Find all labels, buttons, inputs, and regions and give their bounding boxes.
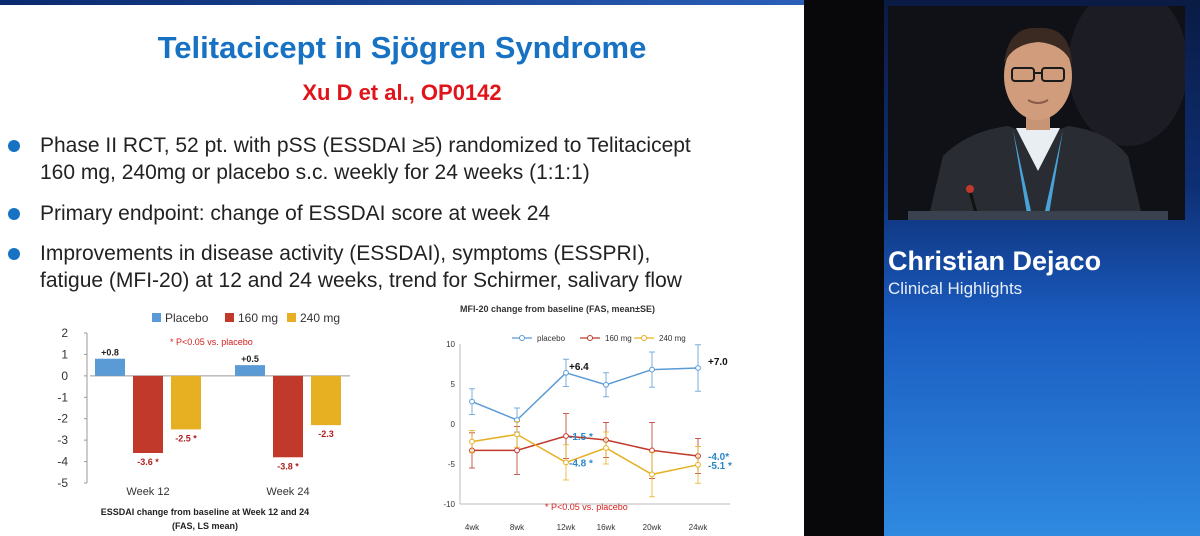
y-tick-label: 2	[61, 326, 68, 340]
bar	[273, 375, 303, 458]
legend-label: 240 mg	[300, 311, 340, 325]
data-point	[514, 447, 520, 454]
bar	[133, 375, 163, 453]
data-label: -3.6 *	[137, 457, 159, 467]
presenter-role: Clinical Highlights	[888, 279, 1023, 298]
x-tick-label: Week 24	[266, 486, 309, 498]
x-tick-label: 24wk	[689, 523, 709, 532]
legend-label: placebo	[537, 334, 566, 343]
slide: Telitacicept in Sjögren Syndrome Xu D et…	[0, 0, 804, 536]
data-point	[603, 381, 609, 388]
data-label: +0.5	[241, 354, 259, 364]
y-tick-label: 0	[61, 369, 68, 383]
data-label: -4.0*	[708, 452, 729, 463]
data-label: +7.0	[708, 357, 728, 368]
data-label: -5.1 *	[708, 461, 732, 472]
chart-title: ESSDAI change from baseline at Week 12 a…	[101, 507, 309, 517]
bullet-text: Phase II RCT, 52 pt. with pSS (ESSDAI ≥5…	[40, 134, 691, 184]
bullet-dot-icon	[8, 208, 20, 220]
speaker-video-panel	[804, 0, 1200, 536]
y-tick-label: 10	[446, 340, 455, 349]
data-point	[603, 445, 609, 451]
data-point	[695, 461, 701, 468]
presenter-image	[888, 6, 1185, 220]
x-tick-label: 4wk	[465, 523, 480, 532]
presenter-name: Christian Dejaco	[888, 246, 1102, 276]
data-point	[563, 459, 569, 466]
chart-annotation: * P<0.05 vs. placebo	[170, 337, 253, 347]
data-point	[469, 398, 475, 405]
bullet-dot-icon	[8, 248, 20, 260]
legend-swatch	[287, 313, 296, 322]
slide-top-bar	[0, 0, 804, 5]
bar	[235, 365, 265, 376]
bullet-text: Primary endpoint: change of ESSDAI score…	[40, 202, 551, 225]
data-label: -2.3	[318, 429, 334, 439]
data-label: -4.8 *	[569, 458, 593, 469]
data-point	[563, 369, 569, 376]
legend-label: 160 mg	[238, 311, 278, 325]
legend-marker	[519, 335, 525, 341]
legend-label: 240 mg	[659, 334, 686, 343]
bar	[95, 358, 125, 376]
chart-title: (FAS, LS mean)	[172, 521, 238, 531]
presenter-camera	[888, 6, 1185, 220]
y-tick-label: -5	[57, 476, 68, 490]
y-tick-label: -2	[57, 412, 68, 426]
data-label: -1.5 *	[569, 432, 593, 443]
bullet-dot-icon	[8, 140, 20, 152]
slide-title: Telitacicept in Sjögren Syndrome	[157, 30, 647, 65]
y-tick-label: 1	[61, 347, 68, 361]
data-label: +6.4	[569, 362, 589, 373]
series-line	[471, 433, 699, 476]
bar	[171, 375, 201, 430]
y-tick-label: -4	[57, 455, 68, 469]
y-tick-label: 5	[451, 380, 456, 389]
x-tick-label: Week 12	[126, 486, 169, 498]
data-label: -3.8 *	[277, 461, 299, 471]
legend-label: 160 mg	[605, 334, 632, 343]
data-point	[563, 433, 569, 439]
chart-annotation: * P<0.05 vs. placebo	[545, 502, 628, 512]
data-point	[695, 365, 701, 371]
bullet-item: Primary endpoint: change of ESSDAI score…	[8, 200, 550, 227]
x-tick-label: 8wk	[510, 523, 525, 532]
bar	[311, 375, 341, 426]
data-label: +0.8	[101, 348, 119, 358]
bullet-item: Improvements in disease activity (ESSDAI…	[8, 240, 682, 294]
data-point	[469, 438, 475, 445]
legend-label: Placebo	[165, 311, 209, 325]
data-label: -2.5 *	[175, 433, 197, 443]
data-point	[649, 366, 655, 373]
legend-marker	[587, 335, 593, 341]
x-tick-label: 12wk	[557, 523, 577, 532]
legend-swatch	[152, 313, 161, 322]
series-line	[471, 367, 699, 421]
data-point	[514, 431, 520, 438]
essdai-bar-chart: Placebo 160 mg 240 mg * P<0.05 vs. placebo 2…	[57, 311, 350, 531]
y-tick-label: -5	[448, 460, 456, 469]
legend-swatch	[225, 313, 234, 322]
mfi20-line-chart: MFI-20 change from baseline (FAS, mean±S…	[443, 304, 732, 532]
bullet-item: Phase II RCT, 52 pt. with pSS (ESSDAI ≥5…	[8, 132, 691, 186]
chart-title: MFI-20 change from baseline (FAS, mean±S…	[460, 304, 655, 314]
y-tick-label: 0	[451, 420, 456, 429]
x-tick-label: 16wk	[597, 523, 617, 532]
series-line	[472, 435, 699, 457]
bullet-text: Improvements in disease activity (ESSDAI…	[40, 242, 682, 292]
x-tick-label: 20wk	[643, 523, 663, 532]
y-tick-label: -1	[57, 390, 68, 404]
data-point	[649, 471, 655, 478]
slide-subtitle: Xu D et al., OP0142	[302, 80, 502, 105]
y-tick-label: -3	[57, 433, 68, 447]
y-tick-label: -10	[443, 500, 455, 509]
legend-marker	[641, 335, 647, 341]
